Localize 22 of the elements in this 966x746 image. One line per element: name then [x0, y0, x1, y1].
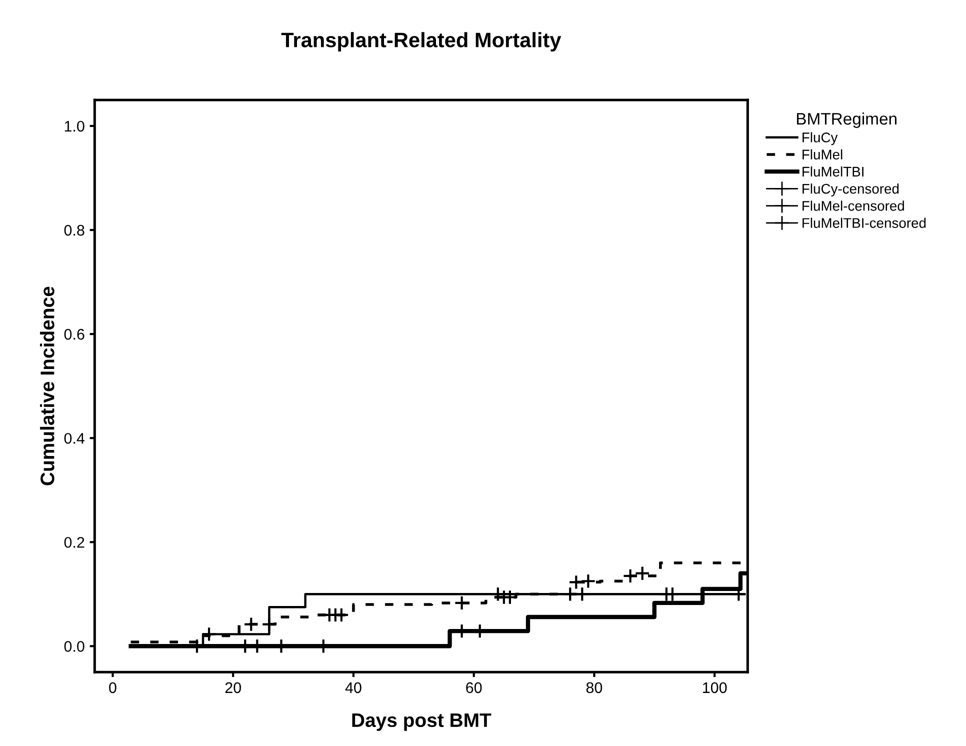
- x-tick-label: 60: [466, 682, 482, 694]
- y-tick-label: 0.8: [64, 224, 84, 236]
- y-tick-label: 0.4: [64, 432, 84, 444]
- chart-title: Transplant-Related Mortality: [281, 32, 562, 52]
- y-tick-label: 0.0: [64, 641, 84, 652]
- legend-label: FluMel: [802, 149, 842, 160]
- x-tick-label: 80: [586, 682, 602, 694]
- legend-label: FluMelTBI-censored: [802, 218, 926, 228]
- y-tick-label: 0.2: [64, 536, 84, 548]
- x-axis-title: Days post BMT: [352, 713, 492, 731]
- y-tick-label: 0.6: [64, 328, 84, 340]
- x-tick-label: 20: [225, 682, 241, 694]
- legend-label: FluMelTBI: [802, 166, 864, 177]
- x-tick-label: 0: [109, 682, 116, 694]
- legend-label: FluCy-censored: [802, 184, 899, 196]
- legend-label: FluCy: [802, 132, 838, 146]
- x-tick-label: 40: [345, 682, 362, 694]
- legend-label: FluMel-censored: [802, 200, 904, 211]
- y-tick-label: 1.0: [64, 120, 84, 132]
- y-axis-title: Cumulative Incidence: [40, 286, 54, 486]
- x-tick-label: 100: [703, 682, 727, 694]
- legend-title: BMTRegimen: [797, 112, 896, 128]
